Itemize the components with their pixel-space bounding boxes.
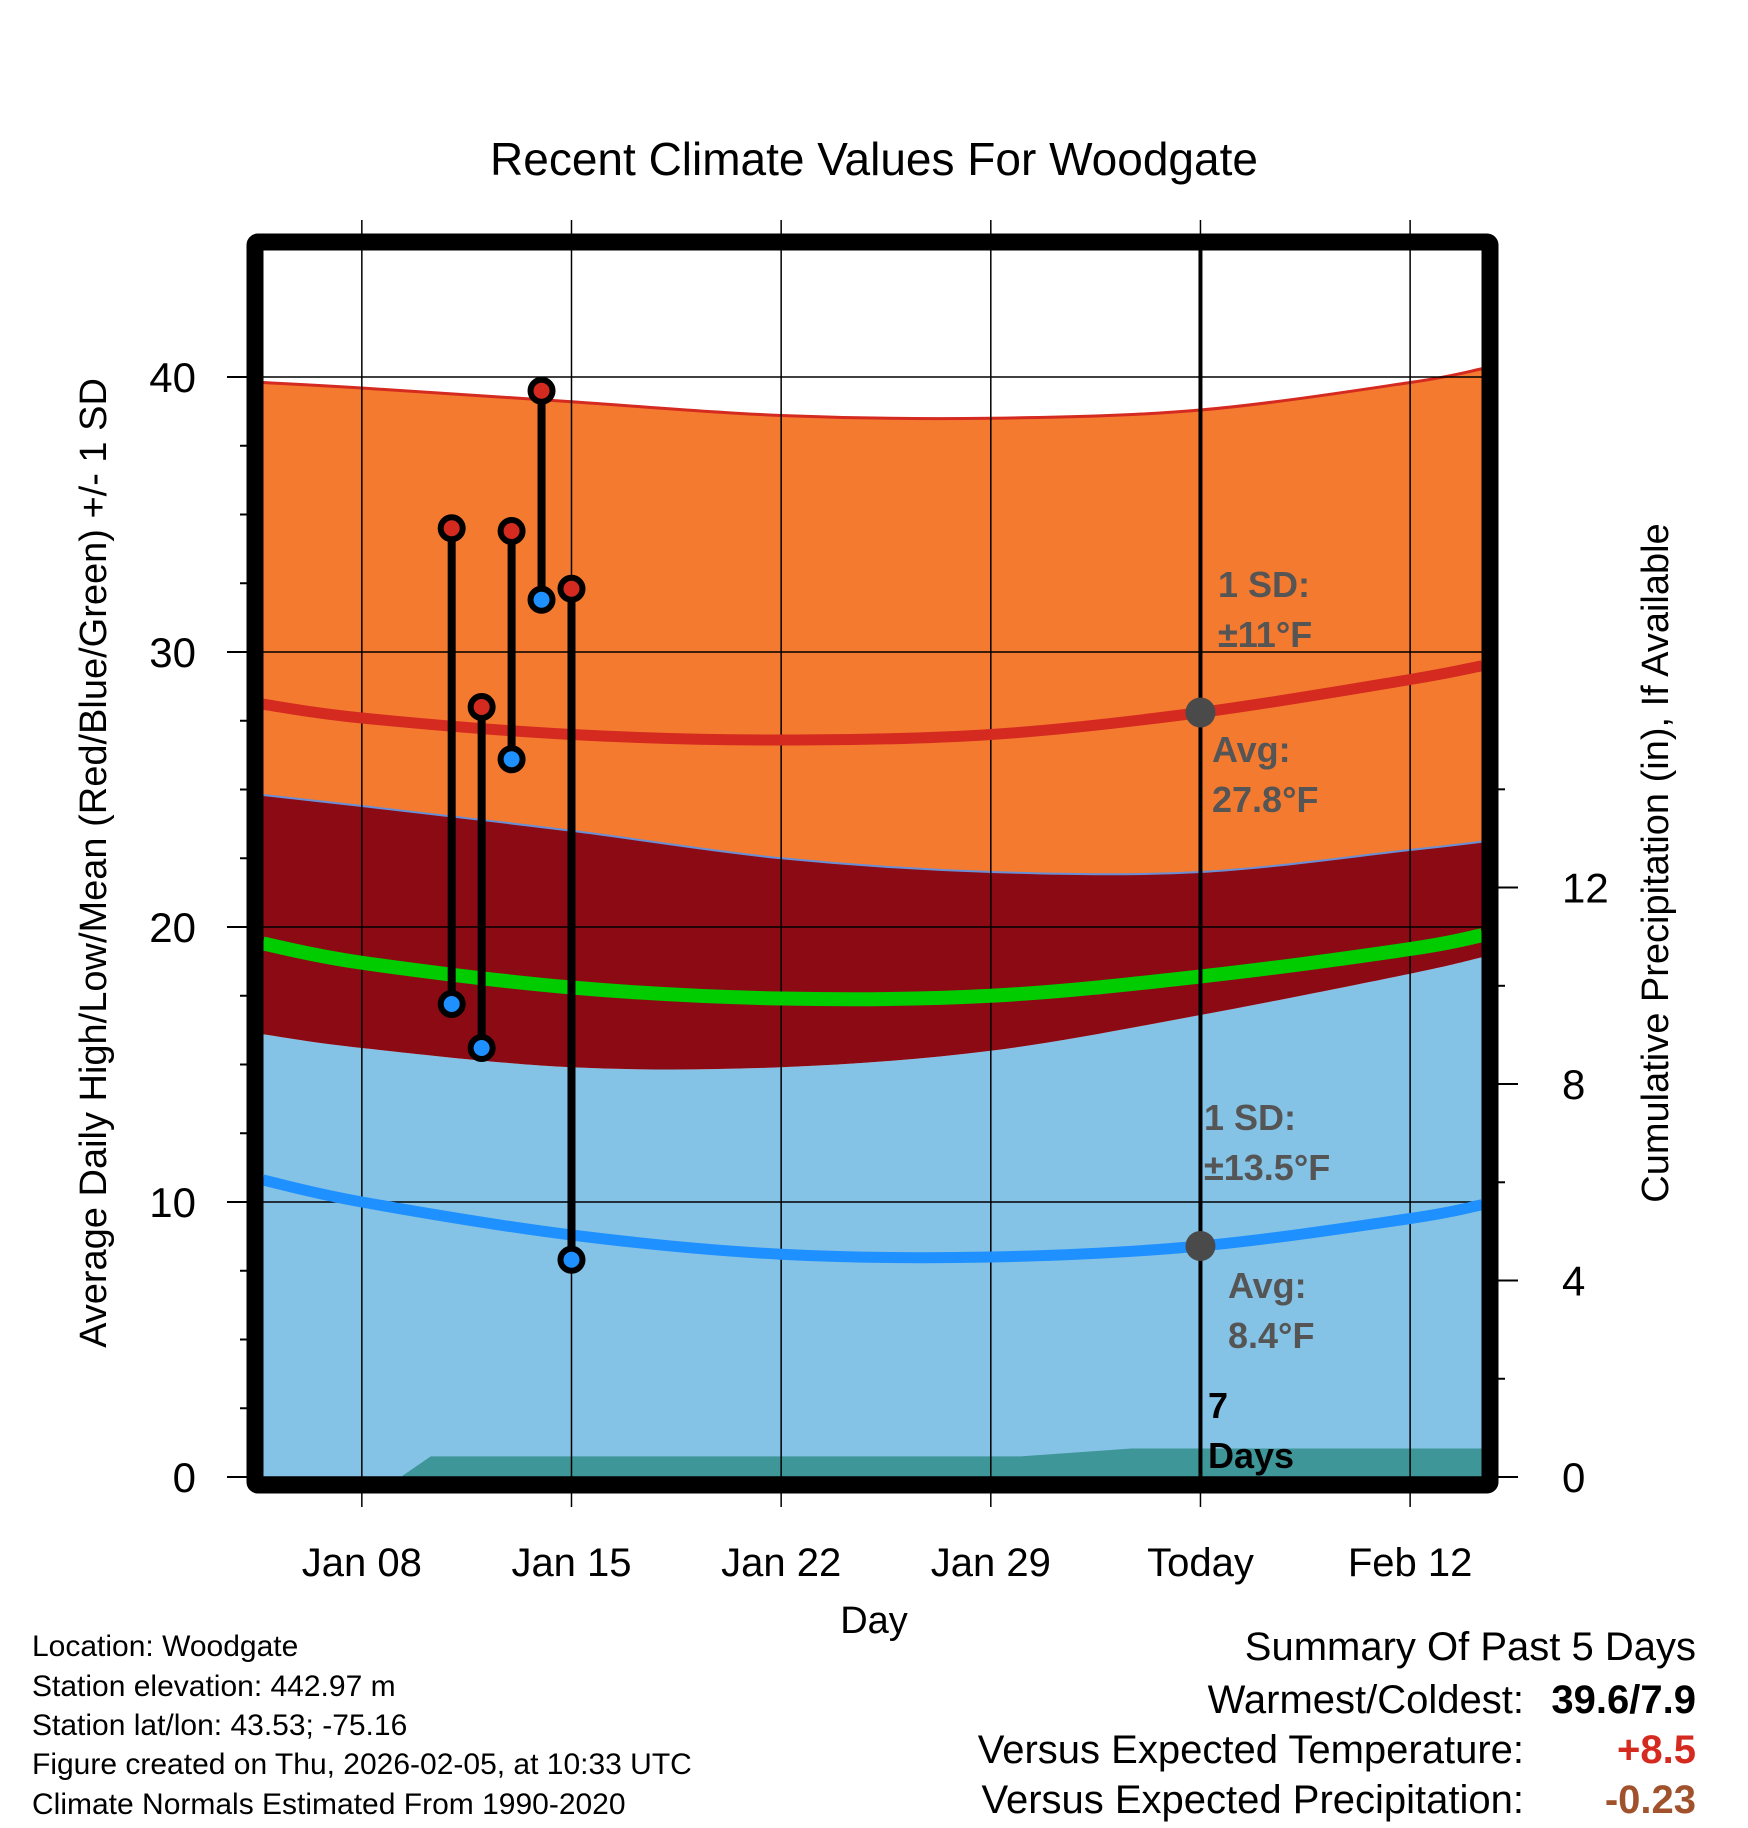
temp-value: +8.5: [1617, 1728, 1696, 1772]
observed-low-point: [497, 745, 526, 774]
observed-high-point: [557, 574, 586, 603]
y-tick-label: 30: [149, 629, 196, 676]
text-labels: Recent Climate Values For Woodgate Day Ave…: [73, 133, 1677, 1642]
elevation-text: Station elevation: 442.97 m: [32, 1670, 396, 1703]
y-tick-label: 10: [149, 1179, 196, 1226]
temp-label: Versus Expected Temperature:: [977, 1728, 1524, 1772]
y2-tick-label: 4: [1562, 1258, 1585, 1305]
precip-value: -0.23: [1604, 1778, 1696, 1822]
high-avg-note-line1: Avg:: [1212, 729, 1291, 770]
x-tick-label: Jan 15: [511, 1541, 631, 1585]
axes: [227, 376, 1518, 1478]
low-sd-note-line1: 1 SD:: [1204, 1097, 1296, 1138]
y-axis-label: Average Daily High/Low/Mean (Red/Blue/Gr…: [73, 378, 115, 1348]
normal-high-line: [262, 660, 1484, 746]
high-avg-note-line2: 27.8°F: [1212, 779, 1318, 820]
summary-temp: Versus Expected Temperature: +8.5: [978, 1728, 1696, 1773]
warm-cold-label: Warmest/Coldest:: [1207, 1678, 1524, 1722]
x-tick-label: Feb 12: [1348, 1541, 1473, 1585]
low-avg-note-line2: 8.4°F: [1228, 1315, 1314, 1356]
location-text: Location: Woodgate: [32, 1630, 299, 1663]
x-tick-label: Jan 29: [931, 1541, 1051, 1585]
y2-axis-label: Cumulative Precipitation (in), If Availa…: [1635, 523, 1677, 1202]
observed-high-point: [467, 693, 496, 721]
high-sd-note: 1 SD: ±11°F: [1218, 564, 1312, 655]
high-minus-sd-line: [262, 794, 1483, 876]
y2-tick-label: 12: [1562, 865, 1609, 912]
normal-low-line: [261, 1174, 1484, 1264]
x-tick-label: Jan 22: [721, 1541, 841, 1585]
summary-title: Summary Of Past 5 Days: [1244, 1625, 1696, 1669]
observed-low-point: [527, 585, 556, 614]
plot-frame: [246, 233, 1499, 1494]
window-note: 7 Days: [1208, 1385, 1294, 1476]
window-note-line2: Days: [1208, 1435, 1294, 1476]
summary-precip: Versus Expected Precipitation: -0.23: [981, 1778, 1696, 1823]
low-avg-marker: [1185, 1231, 1216, 1261]
low-avg-note: Avg: 8.4°F: [1228, 1265, 1314, 1356]
observed-low-point: [557, 1245, 586, 1274]
plot-border: [246, 233, 1499, 1494]
precipitation-area: [263, 1448, 1482, 1477]
chart-title: Recent Climate Values For Woodgate: [490, 133, 1258, 185]
summary-warm-cold: Warmest/Coldest: 39.6/7.9: [1208, 1678, 1696, 1723]
observed-values: [437, 376, 586, 1274]
latlon-text: Station lat/lon: 43.53; -75.16: [32, 1709, 408, 1742]
x-tick-label: Jan 08: [302, 1541, 422, 1585]
y-tick-label: 20: [149, 904, 196, 951]
high-sd-note-line1: 1 SD:: [1218, 564, 1310, 605]
low-avg-note-line1: Avg:: [1228, 1265, 1307, 1306]
precip-label: Versus Expected Precipitation:: [981, 1778, 1524, 1822]
high-sd-note-line2: ±11°F: [1218, 614, 1312, 655]
x-axis-label: Day: [840, 1600, 908, 1642]
precip-area: [263, 1448, 1482, 1477]
y2-tick-label: 8: [1562, 1061, 1585, 1108]
warm-cold-value: 39.6/7.9: [1551, 1678, 1696, 1722]
y2-tick-label: 0: [1562, 1454, 1585, 1501]
high-avg-note: Avg: 27.8°F: [1212, 729, 1318, 820]
normal-lines: [261, 250, 1484, 1477]
observed-low-point: [467, 1034, 496, 1062]
window-note-line1: 7: [1208, 1385, 1228, 1426]
normal-mean-line: [261, 928, 1484, 1007]
low-sd-note-line2: ±13.5°F: [1204, 1147, 1330, 1188]
observed-high-point: [437, 514, 466, 543]
observed-high-point: [527, 376, 556, 405]
observed-low-point: [437, 990, 466, 1018]
y-tick-label: 40: [149, 354, 196, 401]
created-text: Figure created on Thu, 2026-02-05, at 10…: [32, 1748, 692, 1781]
observed-high-point: [497, 517, 526, 545]
x-tick-label: Today: [1147, 1541, 1254, 1585]
y-tick-label: 0: [173, 1454, 196, 1501]
high-avg-marker: [1185, 697, 1216, 728]
high-plus-sd-line: [262, 367, 1483, 421]
low-sd-note: 1 SD: ±13.5°F: [1204, 1097, 1330, 1188]
normals-text: Climate Normals Estimated From 1990-2020: [32, 1788, 626, 1821]
